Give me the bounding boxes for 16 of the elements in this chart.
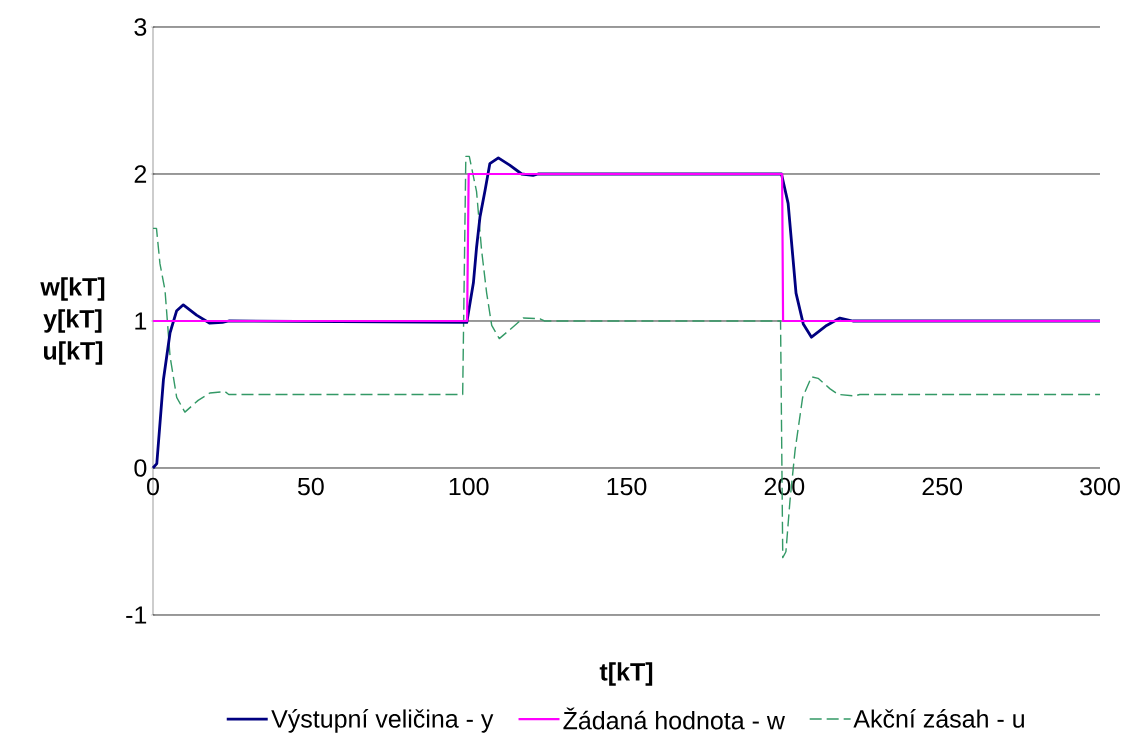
legend-label: Akční zásah - u: [853, 709, 1024, 728]
y-tick-label: 1: [135, 312, 147, 330]
y-tick-label: 2: [134, 165, 147, 183]
x-tick-label: 50: [297, 477, 324, 496]
x-tick-label: 100: [449, 477, 489, 496]
x-axis-title: t[kT]: [599, 662, 653, 686]
x-tick-label: 250: [922, 477, 963, 496]
legend-label: Žádaná hodnota - w: [563, 707, 785, 730]
x-tick-label: 150: [607, 477, 647, 496]
x-tick-label: 0: [147, 477, 159, 496]
y-tick-label: 0: [134, 459, 147, 477]
x-tick-label: 300: [1080, 477, 1120, 496]
legend-label: Výstupní veličina - y: [271, 709, 494, 733]
y-axis-title: w[kT] y[kT] u[kT]: [40, 277, 105, 365]
y-tick-label: -1: [126, 606, 147, 624]
y-tick-label: 3: [134, 18, 147, 36]
